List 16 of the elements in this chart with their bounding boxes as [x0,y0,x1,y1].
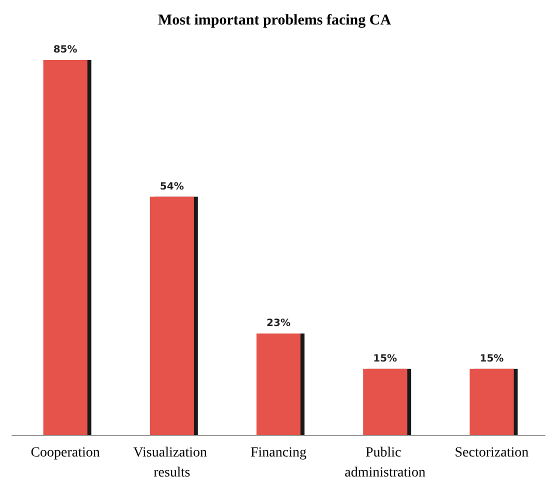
data-label: 23% [266,318,290,330]
data-label: 15% [373,353,398,364]
bar [256,334,300,435]
chart-title: Most important problems facing CA [158,12,392,28]
x-tick-label: Visualization results [133,446,211,480]
bar [470,368,514,435]
data-label: 85% [53,44,78,56]
bar [363,368,408,435]
data-label: 54% [160,181,184,192]
x-tick-label: Sectorization [454,446,529,460]
data-label: 15% [480,353,504,364]
x-tick-label: Public administration [344,446,426,480]
bar [43,60,88,435]
x-tick-label: Financing [250,446,306,460]
x-tick-label: Cooperation [30,446,100,460]
bar [150,196,194,435]
